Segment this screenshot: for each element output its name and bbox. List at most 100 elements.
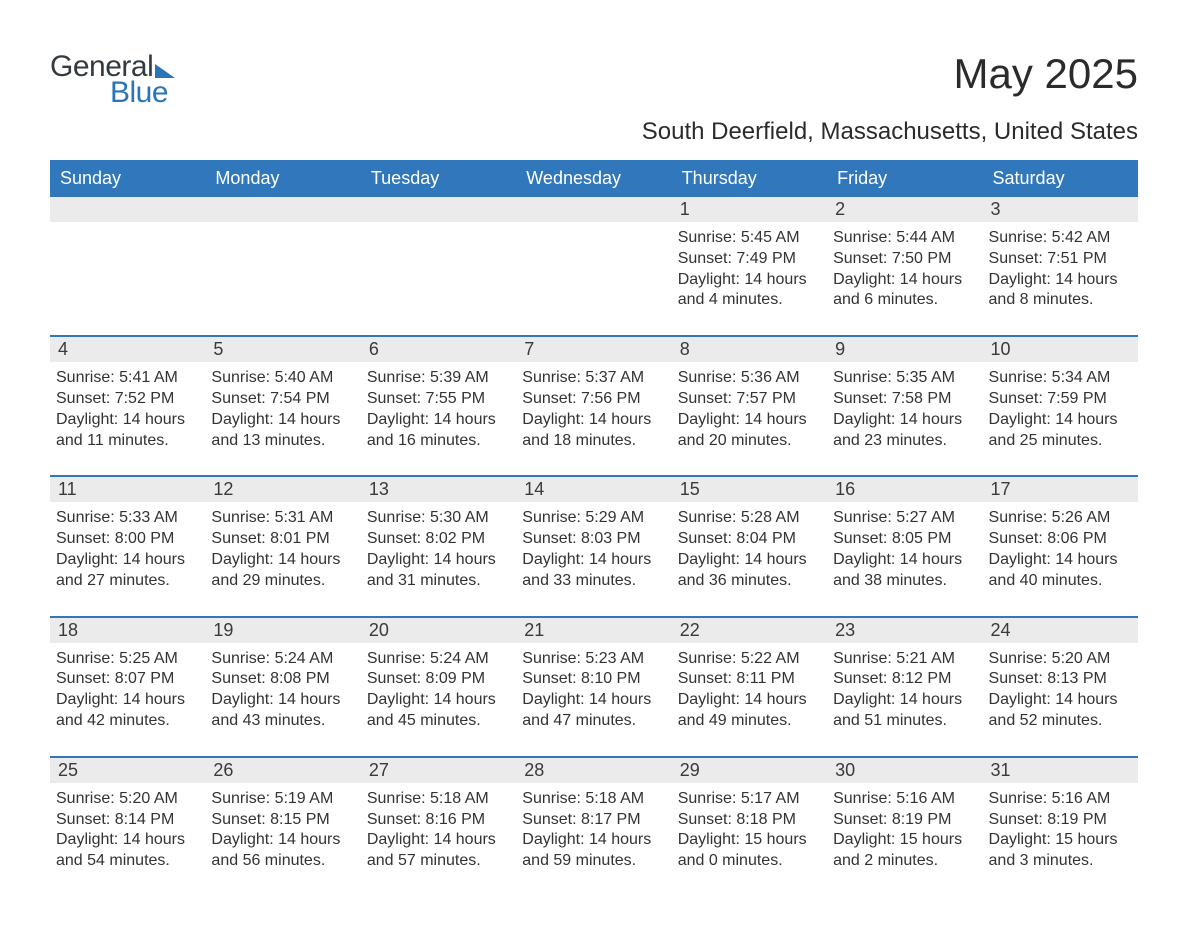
day-sun-data: Sunrise: 5:17 AMSunset: 8:18 PMDaylight:… [672,783,827,896]
day-daylight1: Daylight: 14 hours [678,690,821,711]
day-sunrise: Sunrise: 5:33 AM [56,508,199,529]
day-sunset: Sunset: 7:59 PM [989,389,1132,410]
logo-word-2: Blue [110,76,168,110]
weekday-header: Sunday [50,160,205,197]
brand-logo: General Blue [50,50,175,110]
day-sun-data: Sunrise: 5:33 AMSunset: 8:00 PMDaylight:… [50,502,205,615]
calendar-day-cell: 22Sunrise: 5:22 AMSunset: 8:11 PMDayligh… [672,617,827,757]
day-daylight1: Daylight: 14 hours [989,550,1132,571]
day-daylight2: and 57 minutes. [367,851,510,872]
day-daylight2: and 23 minutes. [833,431,976,452]
day-sunrise: Sunrise: 5:34 AM [989,368,1132,389]
weekday-header: Monday [205,160,360,197]
day-number: 15 [672,477,827,502]
calendar-day-cell: 31Sunrise: 5:16 AMSunset: 8:19 PMDayligh… [983,757,1138,896]
day-daylight2: and 38 minutes. [833,571,976,592]
day-daylight1: Daylight: 14 hours [678,270,821,291]
day-sunset: Sunset: 8:17 PM [522,810,665,831]
day-number: 27 [361,758,516,783]
day-number: 14 [516,477,671,502]
day-sunset: Sunset: 7:51 PM [989,249,1132,270]
day-sunrise: Sunrise: 5:17 AM [678,789,821,810]
day-number: 13 [361,477,516,502]
day-sunset: Sunset: 7:54 PM [211,389,354,410]
calendar-day-cell [205,197,360,336]
day-sun-data: Sunrise: 5:29 AMSunset: 8:03 PMDaylight:… [516,502,671,615]
day-sun-data: Sunrise: 5:16 AMSunset: 8:19 PMDaylight:… [827,783,982,896]
calendar-day-cell: 21Sunrise: 5:23 AMSunset: 8:10 PMDayligh… [516,617,671,757]
day-sun-data: Sunrise: 5:24 AMSunset: 8:08 PMDaylight:… [205,643,360,756]
day-sunrise: Sunrise: 5:40 AM [211,368,354,389]
day-daylight1: Daylight: 15 hours [833,830,976,851]
day-daylight2: and 0 minutes. [678,851,821,872]
day-sunrise: Sunrise: 5:35 AM [833,368,976,389]
day-sunset: Sunset: 8:11 PM [678,669,821,690]
day-number-empty [516,197,671,222]
day-number: 19 [205,618,360,643]
day-sun-data: Sunrise: 5:30 AMSunset: 8:02 PMDaylight:… [361,502,516,615]
day-number-empty [205,197,360,222]
day-sun-data: Sunrise: 5:45 AMSunset: 7:49 PMDaylight:… [672,222,827,335]
calendar-week-row: 18Sunrise: 5:25 AMSunset: 8:07 PMDayligh… [50,617,1138,757]
day-sun-data: Sunrise: 5:40 AMSunset: 7:54 PMDaylight:… [205,362,360,475]
day-daylight1: Daylight: 14 hours [989,270,1132,291]
day-sunset: Sunset: 8:16 PM [367,810,510,831]
day-sunrise: Sunrise: 5:24 AM [211,649,354,670]
calendar-day-cell: 29Sunrise: 5:17 AMSunset: 8:18 PMDayligh… [672,757,827,896]
day-daylight2: and 29 minutes. [211,571,354,592]
day-sun-data: Sunrise: 5:41 AMSunset: 7:52 PMDaylight:… [50,362,205,475]
day-sunrise: Sunrise: 5:19 AM [211,789,354,810]
day-number: 3 [983,197,1138,222]
day-data-empty [516,222,671,312]
calendar-day-cell: 17Sunrise: 5:26 AMSunset: 8:06 PMDayligh… [983,476,1138,616]
weekday-header: Saturday [983,160,1138,197]
day-sun-data: Sunrise: 5:26 AMSunset: 8:06 PMDaylight:… [983,502,1138,615]
day-sun-data: Sunrise: 5:25 AMSunset: 8:07 PMDaylight:… [50,643,205,756]
day-sun-data: Sunrise: 5:34 AMSunset: 7:59 PMDaylight:… [983,362,1138,475]
day-number-empty [50,197,205,222]
day-sunrise: Sunrise: 5:41 AM [56,368,199,389]
calendar-day-cell: 19Sunrise: 5:24 AMSunset: 8:08 PMDayligh… [205,617,360,757]
day-daylight2: and 6 minutes. [833,290,976,311]
calendar-day-cell: 30Sunrise: 5:16 AMSunset: 8:19 PMDayligh… [827,757,982,896]
day-daylight2: and 20 minutes. [678,431,821,452]
day-number: 7 [516,337,671,362]
day-sunset: Sunset: 8:05 PM [833,529,976,550]
day-sunrise: Sunrise: 5:28 AM [678,508,821,529]
day-daylight1: Daylight: 14 hours [367,410,510,431]
day-sunrise: Sunrise: 5:16 AM [989,789,1132,810]
day-sunrise: Sunrise: 5:37 AM [522,368,665,389]
day-sunset: Sunset: 8:00 PM [56,529,199,550]
day-sunset: Sunset: 7:52 PM [56,389,199,410]
calendar-day-cell [50,197,205,336]
day-daylight2: and 33 minutes. [522,571,665,592]
logo-triangle-icon [155,64,175,78]
calendar-day-cell: 1Sunrise: 5:45 AMSunset: 7:49 PMDaylight… [672,197,827,336]
day-number: 9 [827,337,982,362]
day-number: 6 [361,337,516,362]
day-sunrise: Sunrise: 5:45 AM [678,228,821,249]
day-number: 5 [205,337,360,362]
calendar-day-cell: 3Sunrise: 5:42 AMSunset: 7:51 PMDaylight… [983,197,1138,336]
day-daylight1: Daylight: 14 hours [367,690,510,711]
weekday-header: Wednesday [516,160,671,197]
day-sunset: Sunset: 8:07 PM [56,669,199,690]
calendar-day-cell: 26Sunrise: 5:19 AMSunset: 8:15 PMDayligh… [205,757,360,896]
day-sunset: Sunset: 8:18 PM [678,810,821,831]
calendar-day-cell: 14Sunrise: 5:29 AMSunset: 8:03 PMDayligh… [516,476,671,616]
day-sunset: Sunset: 8:01 PM [211,529,354,550]
day-daylight2: and 4 minutes. [678,290,821,311]
day-number: 20 [361,618,516,643]
day-daylight1: Daylight: 14 hours [678,410,821,431]
day-daylight1: Daylight: 14 hours [56,410,199,431]
day-sunrise: Sunrise: 5:26 AM [989,508,1132,529]
calendar-day-cell: 25Sunrise: 5:20 AMSunset: 8:14 PMDayligh… [50,757,205,896]
day-daylight2: and 43 minutes. [211,711,354,732]
day-daylight1: Daylight: 14 hours [211,550,354,571]
day-daylight1: Daylight: 14 hours [989,410,1132,431]
day-sunrise: Sunrise: 5:39 AM [367,368,510,389]
day-sunset: Sunset: 8:04 PM [678,529,821,550]
calendar-day-cell: 9Sunrise: 5:35 AMSunset: 7:58 PMDaylight… [827,336,982,476]
calendar-table: Sunday Monday Tuesday Wednesday Thursday… [50,160,1138,896]
day-sunset: Sunset: 8:08 PM [211,669,354,690]
